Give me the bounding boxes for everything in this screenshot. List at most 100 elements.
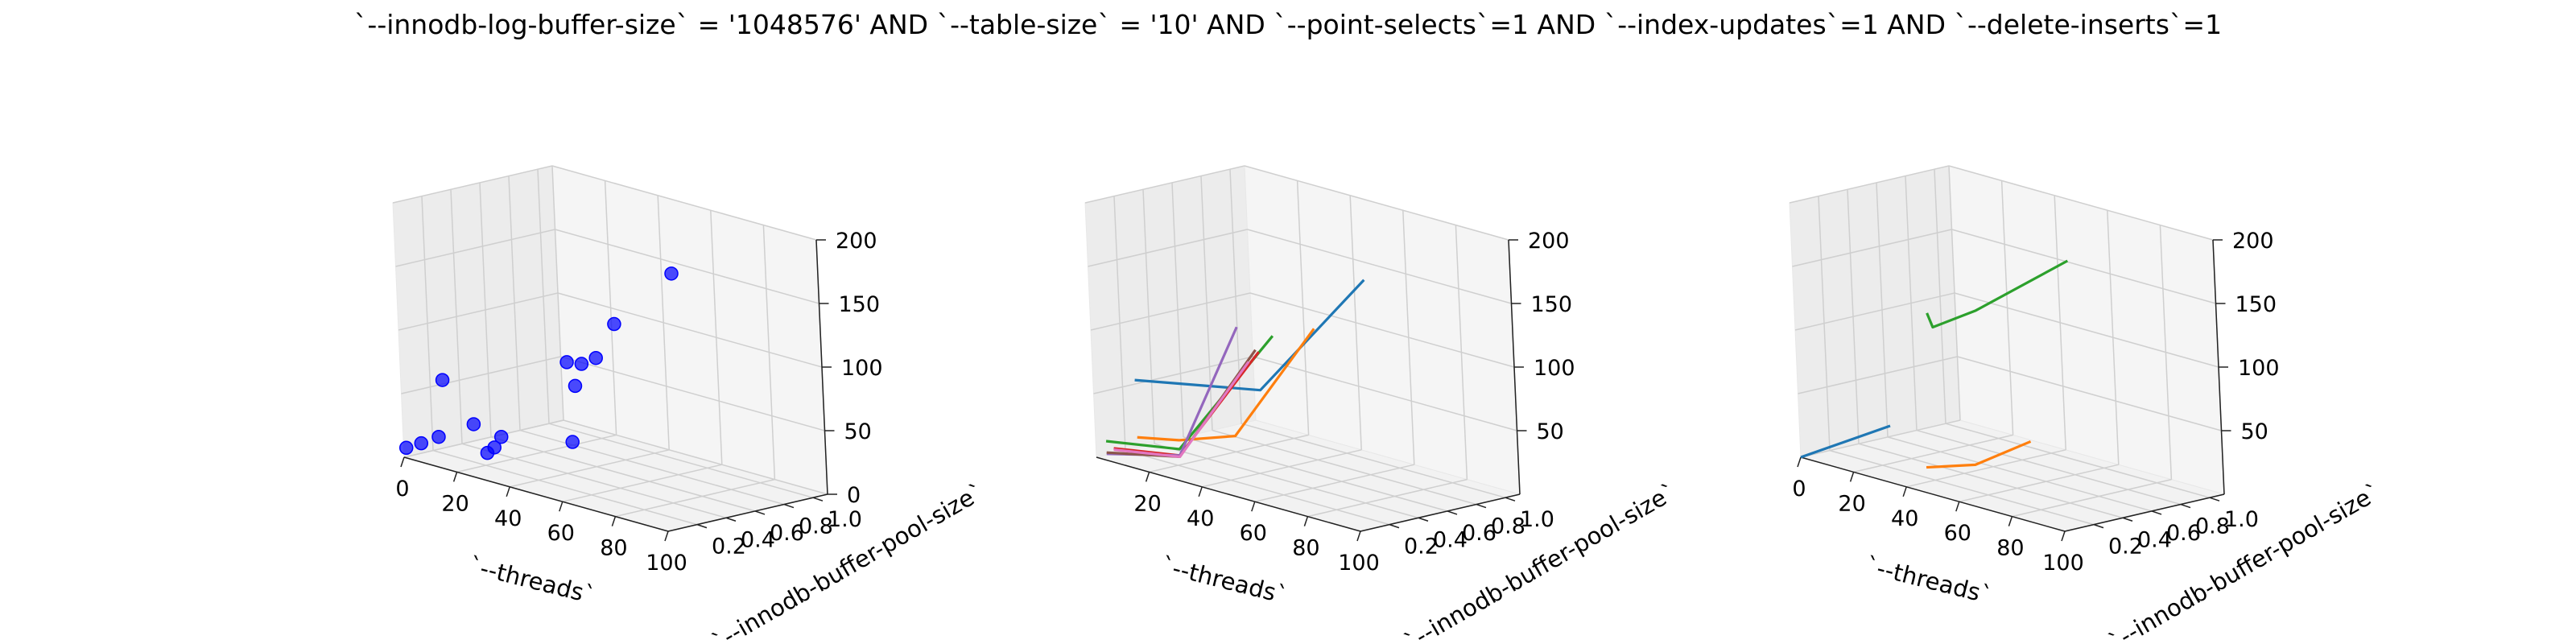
x-tick-mark xyxy=(2061,530,2066,542)
y-tick-mark xyxy=(1447,510,1458,515)
tick-labels: 0 20 40 60 80 100 0.20.40.60.81.0 50 100 150 200 xyxy=(1792,229,2279,576)
grid-line xyxy=(1154,443,1419,518)
scatter-point xyxy=(588,350,603,365)
series-line xyxy=(1137,328,1315,442)
x-tick-label: 60 xyxy=(1240,521,1267,546)
grid-line xyxy=(1792,229,1952,267)
y-tick-mark xyxy=(2093,523,2104,529)
x-tick-label: 20 xyxy=(1838,491,1865,516)
grid-line xyxy=(398,292,559,331)
grid-line xyxy=(1212,429,1477,506)
y-tick-label: 0.8 xyxy=(1491,514,1525,539)
scatter-point xyxy=(431,429,446,444)
grid-line xyxy=(1125,449,1390,526)
x-tick-label: 80 xyxy=(1996,536,2024,561)
grid-line xyxy=(395,229,555,267)
y-tick-mark xyxy=(2180,503,2191,509)
chart-data-marks xyxy=(1800,259,2069,469)
x-tick-mark xyxy=(559,501,564,512)
x-tick-mark xyxy=(1902,486,1907,497)
x-tick-label: 100 xyxy=(1338,551,1380,576)
grid-line xyxy=(563,419,828,495)
grid-line xyxy=(1084,165,1245,204)
grid-line xyxy=(2012,478,2172,518)
grid-line xyxy=(1088,229,1248,267)
grid-line xyxy=(392,165,553,204)
series-line xyxy=(1926,440,2032,469)
grid-line xyxy=(403,419,564,458)
grid-line xyxy=(1951,229,2216,304)
x-tick-mark xyxy=(1955,501,1960,512)
z-tick-label: 100 xyxy=(2238,356,2280,381)
grid-line xyxy=(1789,165,1950,204)
grid-line xyxy=(1798,356,1958,394)
z-tick-label: 200 xyxy=(2232,229,2274,254)
grid-lines xyxy=(1084,165,1521,532)
z-tick-label: 200 xyxy=(1528,229,1570,254)
y-axis-line xyxy=(667,493,828,532)
y-tick-label: 0.4 xyxy=(1433,527,1468,552)
grid-line xyxy=(519,429,785,506)
y-tick-mark xyxy=(2209,497,2220,502)
grid-line xyxy=(1090,292,1251,331)
z-tick-label: 50 xyxy=(844,419,872,444)
x-tick-mark xyxy=(506,486,510,497)
x-tick-mark xyxy=(1198,486,1203,497)
series-line xyxy=(1113,361,1250,459)
x-axis-label: `--threads` xyxy=(1863,551,1995,609)
x-tick-mark xyxy=(1356,530,1361,542)
y-tick-mark xyxy=(696,523,708,529)
chart-data-marks xyxy=(398,266,679,460)
y-tick-label: 0.4 xyxy=(741,527,775,552)
y-tick-label: 0.8 xyxy=(799,514,833,539)
y-tick-mark xyxy=(754,510,766,515)
grid-line xyxy=(1957,356,2222,431)
z-tick-label: 150 xyxy=(1531,292,1573,317)
grid-line xyxy=(1945,423,2211,498)
scatter-point xyxy=(414,436,429,451)
scatter-point xyxy=(487,440,502,455)
grid-line xyxy=(1959,464,2119,502)
grid-line xyxy=(1202,449,1362,488)
figure-title: `--innodb-log-buffer-size` = '1048576' A… xyxy=(354,9,2222,40)
x-tick-label: 20 xyxy=(441,491,469,516)
x-tick-label: 20 xyxy=(1133,491,1161,516)
x-tick-label: 0 xyxy=(395,477,409,502)
grid-line xyxy=(1247,229,1512,304)
grid-line xyxy=(1906,449,2066,488)
z-tick-label: 150 xyxy=(839,292,881,317)
x-axis-line xyxy=(1096,456,1361,532)
x-tick-label: 60 xyxy=(1944,521,1971,546)
x-tick-mark xyxy=(1849,472,1855,482)
y-tick-label: 0.8 xyxy=(2195,514,2230,539)
grid-line xyxy=(557,292,823,368)
series-line xyxy=(1800,424,1891,459)
x-tick-mark xyxy=(2008,516,2013,526)
grid-line xyxy=(1954,292,2219,368)
grid-line xyxy=(555,229,819,304)
grid-line xyxy=(510,449,670,488)
y-tick-mark xyxy=(1476,503,1487,509)
grid-lines xyxy=(1789,165,2225,532)
y-tick-mark xyxy=(725,517,737,522)
x-tick-mark xyxy=(1145,472,1150,482)
grid-line xyxy=(1241,423,1506,498)
y-tick-label: 0.2 xyxy=(1404,535,1439,559)
grid-line xyxy=(1093,356,1253,394)
y-tick-mark xyxy=(1418,517,1429,522)
x-tick-label: 100 xyxy=(2042,551,2084,576)
x-tick-mark xyxy=(611,516,617,526)
x-axis-line xyxy=(1800,456,2066,532)
y-tick-label: 1.0 xyxy=(1520,507,1554,532)
grid-line xyxy=(1829,449,2095,526)
x-tick-mark xyxy=(1251,501,1256,512)
chart-panel-2: 20 40 60 80 100 0.20.40.60.81.0 50 100 150 200 `--… xyxy=(1084,165,1681,644)
scatter-point xyxy=(398,440,414,456)
scatter-point xyxy=(574,357,589,371)
y-tick-mark xyxy=(1389,523,1400,529)
z-tick-label: 200 xyxy=(836,229,877,254)
y-tick-label: 0.4 xyxy=(2137,527,2172,552)
y-tick-label: 1.0 xyxy=(2224,507,2259,532)
x-tick-label: 100 xyxy=(646,551,687,576)
